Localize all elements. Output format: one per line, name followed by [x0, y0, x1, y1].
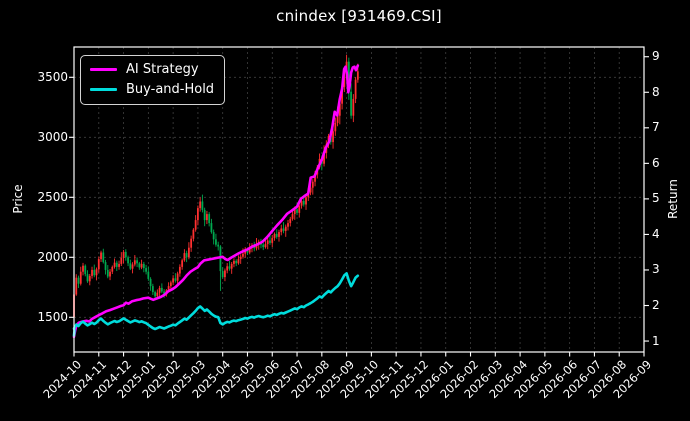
legend-label: Buy-and-Hold — [126, 82, 215, 97]
ai-strategy-line-swatch — [90, 67, 117, 72]
return-tick-label: 7 — [652, 120, 660, 135]
price-tick-label: 1500 — [37, 309, 68, 324]
return-tick-label: 9 — [652, 49, 660, 64]
price-tick-label: 2500 — [37, 189, 68, 204]
return-tick-label: 4 — [652, 226, 660, 241]
return-tick-label: 5 — [652, 191, 660, 206]
return-tick-label: 6 — [652, 155, 660, 170]
ai-strategy-line — [72, 64, 360, 339]
return-tick-label: 1 — [652, 333, 660, 348]
price-tick-label: 3500 — [37, 69, 68, 84]
legend-item-buy-and-hold: Buy-and-Hold — [90, 81, 214, 98]
chart-title: cnindex [931469.CSI] — [276, 7, 442, 25]
return-tick-label: 8 — [652, 84, 660, 99]
legend-label: AI Strategy — [126, 62, 199, 77]
return-tick-label: 3 — [652, 262, 660, 277]
price-tick-label: 3000 — [37, 129, 68, 144]
return-tick-label: 2 — [652, 298, 660, 312]
legend-item-ai-strategy: AI Strategy — [90, 61, 214, 78]
buy-and-hold-line — [72, 272, 360, 337]
buy-and-hold-line-swatch — [90, 87, 117, 92]
legend: AI Strategy Buy-and-Hold — [80, 55, 226, 105]
price-tick-label: 2000 — [37, 249, 68, 264]
